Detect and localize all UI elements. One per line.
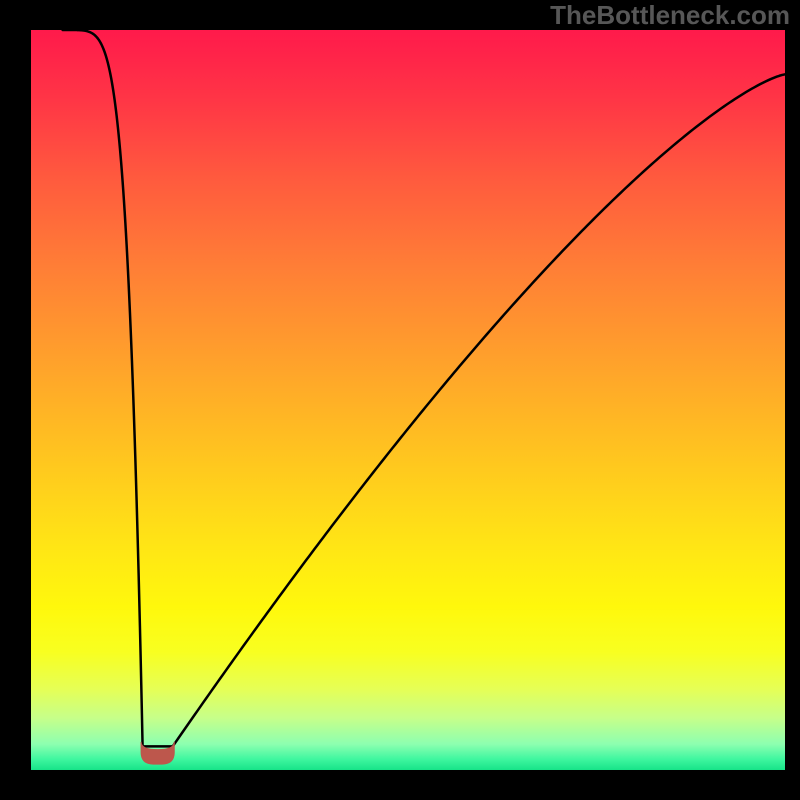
plot-area — [31, 30, 785, 770]
plot-svg — [31, 30, 785, 770]
watermark-text: TheBottleneck.com — [550, 0, 790, 31]
chart-container: TheBottleneck.com — [0, 0, 800, 800]
gradient-background — [31, 30, 785, 770]
